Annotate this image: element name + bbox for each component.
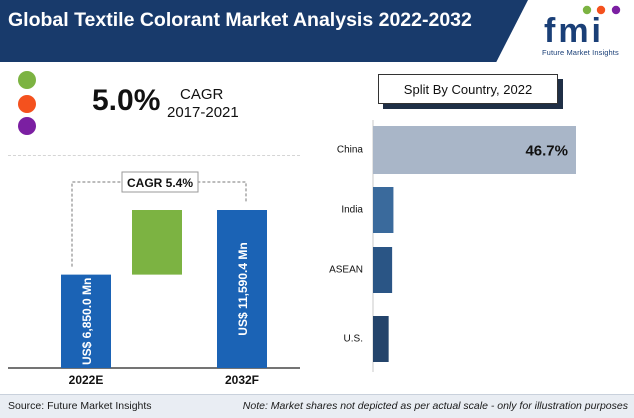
split-value-label: 46.7% [525, 143, 568, 160]
logo-dot-purple [611, 5, 621, 15]
page-title: Global Textile Colorant Market Analysis … [8, 9, 472, 31]
bridge-category-label: 2022E [69, 373, 104, 387]
country-split-chart: China 46.7% India ASEAN U.S. [329, 120, 576, 372]
section-divider [8, 155, 300, 156]
header-banner: Global Textile Colorant Market Analysis … [0, 0, 634, 62]
logo-wordmark: fmi [544, 12, 604, 44]
split-bar-us [373, 316, 389, 362]
split-chart-title: Split By Country, 2022 [403, 82, 533, 97]
cagr-label-box [121, 171, 199, 193]
logo-dot-green [582, 5, 592, 15]
split-category-label: China [337, 145, 364, 156]
legend-dot-purple [18, 117, 36, 135]
bridge-bar-value-label: US$ 6,850.0 Mn [80, 278, 94, 365]
bridge-bar-2022E [61, 274, 111, 368]
bridge-increment-block [132, 210, 182, 275]
bridge-category-label: 2032F [225, 373, 259, 387]
footer-note: Note: Market shares not depicted as per … [242, 400, 628, 412]
bridge-bar-value-label: US$ 11,590.4 Mn [236, 242, 250, 335]
split-category-label: U.S. [344, 334, 363, 345]
bridge-chart-svg: US$ 6,850.0 Mn 2022E US$ 11,590.4 Mn 2032F C… [8, 171, 300, 387]
cagr-value: 5.0% [92, 84, 161, 117]
split-category-label: India [341, 205, 363, 216]
cagr-period: 2017-2021 [167, 104, 239, 121]
logo-tagline: Future Market Insights [542, 48, 619, 57]
split-bar-asean [373, 247, 393, 293]
cagr-label: CAGR [180, 86, 224, 103]
header-band [0, 0, 528, 62]
footer-source: Source: Future Market Insights [8, 400, 152, 412]
split-category-label: ASEAN [329, 265, 363, 276]
split-bar-india [373, 187, 394, 233]
legend-dot-green [18, 71, 36, 89]
bridge-bar-2032F [217, 210, 267, 368]
fmi-logo: fmi Future Market Insights [540, 4, 630, 60]
forecast-bridge-chart: US$ 6,850.0 Mn 2022E US$ 11,590.4 Mn 2032F C… [0, 0, 310, 390]
cagr-forecast-label: CAGR 5.4% [127, 176, 193, 190]
split-bar-china [373, 126, 576, 174]
fmi-logo-icon: fmi [544, 5, 621, 44]
logo-dot-orange [596, 5, 606, 15]
legend-dot-orange [18, 95, 36, 113]
split-title-box: Split By Country, 2022 [378, 74, 558, 104]
footer-bar: Source: Future Market Insights Note: Mar… [0, 394, 634, 418]
